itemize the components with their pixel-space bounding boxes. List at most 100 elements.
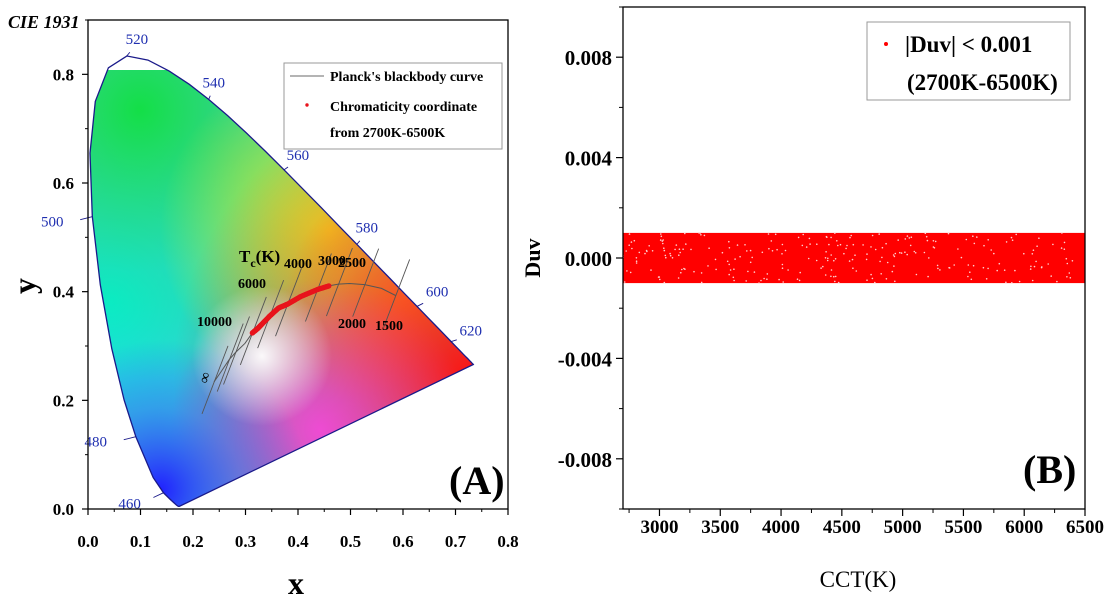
x-axis-title-b: CCT(K) xyxy=(820,567,897,592)
duv-scatter-point xyxy=(904,251,906,253)
panel-b-duv-chart: 3000 3500 4000 4500 5000 5500 6000 6500 0.008 0.0… xyxy=(520,6,1104,592)
duv-scatter-point xyxy=(659,278,661,281)
duv-scatter-point xyxy=(996,269,998,272)
duv-scatter-point xyxy=(808,237,811,240)
duv-scatter-point xyxy=(990,249,992,251)
duv-scatter-point xyxy=(976,236,978,238)
legend-a: Planck's blackbody curve Chromaticity co… xyxy=(283,62,503,150)
duv-scatter-point xyxy=(774,233,777,236)
duv-scatter-point xyxy=(906,235,909,237)
duv-scatter-point xyxy=(625,250,627,252)
duv-scatter-point xyxy=(893,255,896,258)
duv-scatter-point xyxy=(700,234,702,236)
duv-scatter-point xyxy=(657,276,660,278)
wavelength-label-540: 540 xyxy=(203,75,226,91)
duv-scatter-point xyxy=(970,278,973,281)
duv-scatter-point xyxy=(885,278,888,280)
duv-scatter-point xyxy=(826,259,829,262)
duv-scatter-point xyxy=(644,252,646,255)
duv-scatter-point xyxy=(910,236,913,238)
duv-scatter-point xyxy=(878,233,880,235)
isotherm-label-2500: 2500 xyxy=(338,256,366,271)
duv-scatter-point xyxy=(678,248,681,250)
duv-scatter-point xyxy=(736,244,739,246)
duv-scatter-point xyxy=(886,261,889,264)
x-tick-label-a: 0.3 xyxy=(235,532,256,551)
chromaticity-points xyxy=(249,283,332,336)
isotherm-line xyxy=(352,248,380,317)
duv-scatter-point xyxy=(661,240,664,242)
duv-scatter-point xyxy=(932,240,935,242)
y-axis-title-a: y xyxy=(6,278,42,294)
duv-scatter-point xyxy=(828,243,830,246)
duv-scatter-point xyxy=(939,269,941,271)
duv-scatter-point xyxy=(824,274,827,276)
duv-scatter-point xyxy=(874,281,876,284)
duv-scatter-point xyxy=(728,273,730,276)
tc-k-label: Tc(K) xyxy=(239,247,280,270)
duv-scatter-point xyxy=(626,270,628,272)
duv-scatter-point xyxy=(784,249,787,252)
duv-scatter-point xyxy=(660,235,663,238)
duv-scatter-point xyxy=(830,275,832,278)
duv-scatter-point xyxy=(834,232,836,234)
x-tick-label-b: 4000 xyxy=(762,517,800,538)
duv-scatter-point xyxy=(693,270,695,273)
duv-scatter-point xyxy=(827,257,829,260)
duv-scatter-point xyxy=(846,244,848,247)
duv-scatter-point xyxy=(848,260,851,262)
duv-scatter-point xyxy=(733,279,735,282)
x-tick-label-a: 0.4 xyxy=(287,532,309,551)
duv-scatter-point xyxy=(684,232,686,235)
duv-band-fill xyxy=(623,232,1085,284)
duv-scatter-point xyxy=(862,244,864,246)
duv-scatter-point xyxy=(830,254,832,256)
duv-scatter-point xyxy=(948,266,950,269)
y-tick-label-a: 0.2 xyxy=(53,391,74,410)
isotherm-label-10000: 10000 xyxy=(197,315,232,330)
duv-scatter-point xyxy=(781,243,784,246)
duv-scatter-point xyxy=(923,251,926,254)
duv-scatter-point xyxy=(732,276,735,279)
duv-scatter-point xyxy=(674,248,676,251)
duv-scatter-point xyxy=(799,271,801,274)
duv-scatter-point xyxy=(771,250,774,252)
duv-scatter-point xyxy=(866,279,868,282)
duv-scatter-point xyxy=(746,250,748,252)
duv-scatter-point xyxy=(638,251,641,254)
duv-scatter-point xyxy=(985,278,988,280)
duv-scatter-point xyxy=(822,265,824,268)
legend-a-planck-label: Planck's blackbody curve xyxy=(330,70,483,85)
duv-scatter-point xyxy=(880,273,882,275)
legend-b-dot-marker xyxy=(884,42,888,46)
wavelength-label-620: 620 xyxy=(460,324,483,340)
duv-scatter-point xyxy=(707,265,709,267)
y-axis-title-b: Duv xyxy=(520,238,545,277)
duv-scatter-point xyxy=(1063,248,1066,250)
duv-scatter-point xyxy=(1014,269,1016,272)
duv-scatter-point xyxy=(1068,272,1071,274)
isotherm-line xyxy=(223,316,250,385)
isotherm-line xyxy=(216,323,244,392)
duv-scatter-point xyxy=(747,270,749,273)
duv-scatter-point xyxy=(1010,236,1013,239)
duv-scatter-point xyxy=(807,257,810,260)
x-tick-label-b: 4500 xyxy=(823,517,861,538)
duv-scatter-point xyxy=(908,237,911,239)
duv-scatter-point xyxy=(982,266,985,269)
duv-scatter-point xyxy=(881,246,884,249)
duv-scatter-point xyxy=(899,251,901,254)
legend-b: |Duv| < 0.001 (2700K-6500K) xyxy=(866,21,1071,101)
duv-scatter-point xyxy=(837,281,840,284)
duv-scatter-point xyxy=(1061,232,1063,234)
duv-scatter-point xyxy=(815,259,818,262)
duv-scatter-point xyxy=(1011,282,1013,284)
duv-scatter-point xyxy=(635,260,638,263)
duv-scatter-point xyxy=(874,248,877,251)
duv-scatter-point xyxy=(749,261,752,264)
duv-scatter-point xyxy=(745,280,747,282)
wavelength-tick xyxy=(208,95,211,100)
isotherm-label-4000: 4000 xyxy=(284,257,312,272)
wavelength-tick xyxy=(450,339,457,343)
duv-scatter-point xyxy=(801,244,804,247)
